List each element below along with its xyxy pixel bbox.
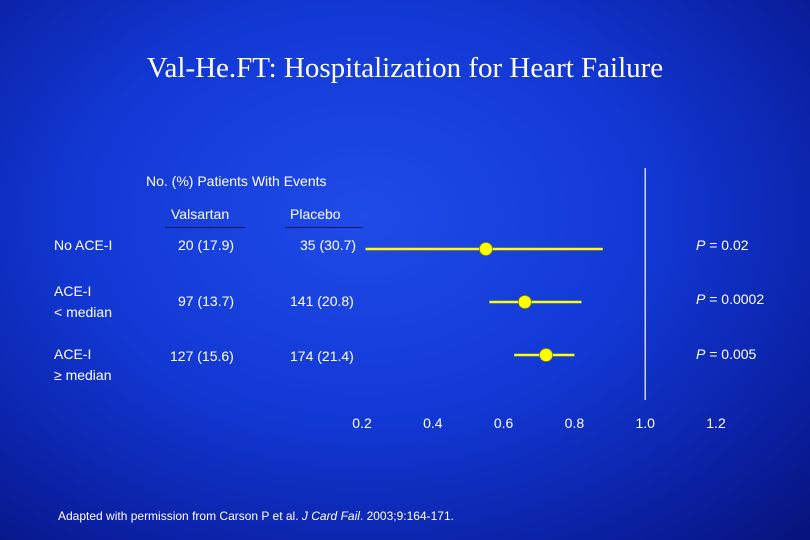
p-value-row-2: P = 0.0002: [696, 291, 764, 307]
x-tick-label: 0.4: [423, 415, 443, 431]
footnote-journal: J Card Fail: [301, 509, 360, 523]
point-estimate-marker: [478, 242, 493, 256]
p-value-text: = 0.005: [705, 346, 757, 362]
x-tick-label: 1.0: [635, 415, 655, 431]
p-value-row-3: P = 0.005: [696, 346, 756, 362]
row-label-below-median: < median: [54, 304, 112, 320]
p-label: P: [696, 291, 706, 307]
row-placebo-value: 141 (20.8): [290, 293, 354, 309]
p-value-text: = 0.0002: [705, 291, 765, 307]
row-valsartan-value: 20 (17.9): [178, 237, 235, 253]
point-estimate-marker: [517, 295, 532, 309]
footnote: Adapted with permission from Carson P et…: [58, 509, 454, 523]
p-label: P: [696, 237, 706, 253]
row-valsartan-value: 127 (15.6): [170, 348, 234, 364]
footnote-suffix: . 2003;9:164-171.: [359, 509, 454, 523]
x-tick-label: 1.2: [706, 415, 726, 431]
column-header-placebo: Placebo: [290, 206, 341, 222]
column-underline-placebo: [285, 227, 362, 228]
chart-title: Val-He.FT: Hospitalization for Heart Fai…: [146, 52, 664, 84]
row-placebo-value: 35 (30.7): [300, 237, 357, 253]
row-label-no-ace-i: No ACE-I: [54, 237, 113, 253]
column-header-valsartan: Valsartan: [171, 206, 230, 222]
p-value-row-1: P = 0.02: [696, 237, 749, 253]
x-tick-label: 0.8: [565, 415, 585, 431]
row-label-ace-i: ACE-I: [54, 283, 92, 299]
table-heading: No. (%) Patients With Events: [146, 173, 327, 189]
p-value-text: = 0.02: [705, 237, 749, 253]
footnote-prefix: Adapted with permission from Carson P et…: [58, 509, 302, 523]
x-tick-label: 0.2: [352, 415, 372, 431]
row-placebo-value: 174 (21.4): [290, 348, 354, 364]
row-valsartan-value: 97 (13.7): [178, 293, 235, 309]
column-underline-valsartan: [165, 227, 245, 228]
point-estimate-marker: [539, 348, 553, 362]
row-label-ace-i: ACE-I: [54, 346, 92, 362]
row-label-at-or-above-median: ≥ median: [54, 367, 112, 383]
p-label: P: [696, 346, 706, 362]
x-tick-label: 0.6: [494, 415, 514, 431]
